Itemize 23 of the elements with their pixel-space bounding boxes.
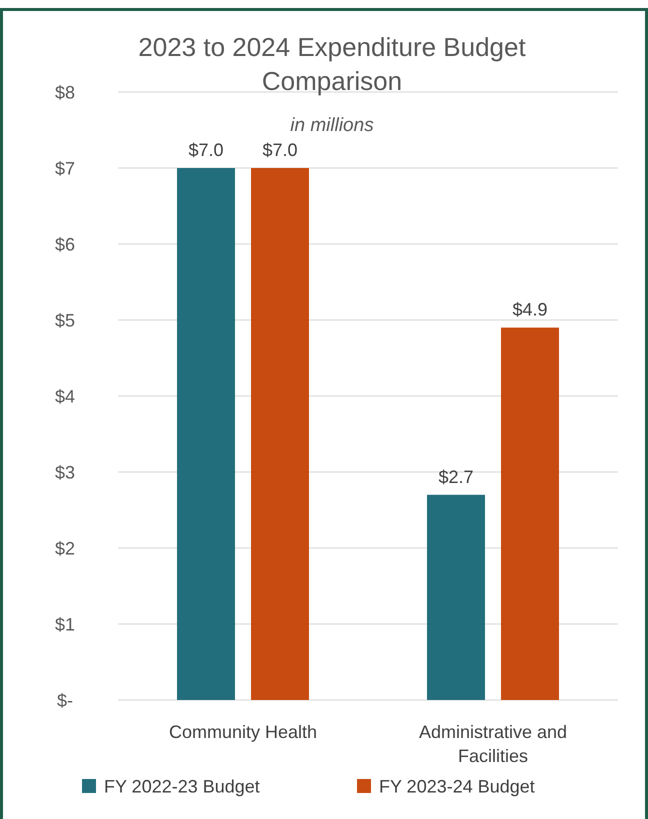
chart-title: 2023 to 2024 Expenditure Budget Comparison xyxy=(138,32,526,96)
y-tick-label: $- xyxy=(56,690,74,710)
data-label: $4.9 xyxy=(512,300,548,320)
y-tick-label: $5 xyxy=(54,310,76,330)
y-tick-label: $3 xyxy=(54,462,76,482)
x-tick-label: Administrative and Facilities xyxy=(418,722,568,766)
bar xyxy=(427,494,485,700)
y-tick-label: $4 xyxy=(54,386,76,406)
bar xyxy=(501,328,559,700)
y-tick-label: $6 xyxy=(54,234,76,254)
y-tick-label: $8 xyxy=(54,82,76,102)
bar xyxy=(177,168,235,700)
y-tick-label: $7 xyxy=(54,158,76,178)
text: in millions xyxy=(290,115,374,136)
y-tick-label: $1 xyxy=(54,614,76,634)
y-tick-label: $2 xyxy=(54,538,76,558)
x-tick-label: Community Health xyxy=(168,722,318,742)
data-label: $7.0 xyxy=(262,140,298,160)
legend-label: FY 2023-24 Budget xyxy=(379,776,535,796)
legend-label: FY 2022-23 Budget xyxy=(104,776,260,796)
bar xyxy=(251,168,309,700)
data-label: $7.0 xyxy=(188,140,224,160)
data-label: $2.7 xyxy=(438,466,474,487)
